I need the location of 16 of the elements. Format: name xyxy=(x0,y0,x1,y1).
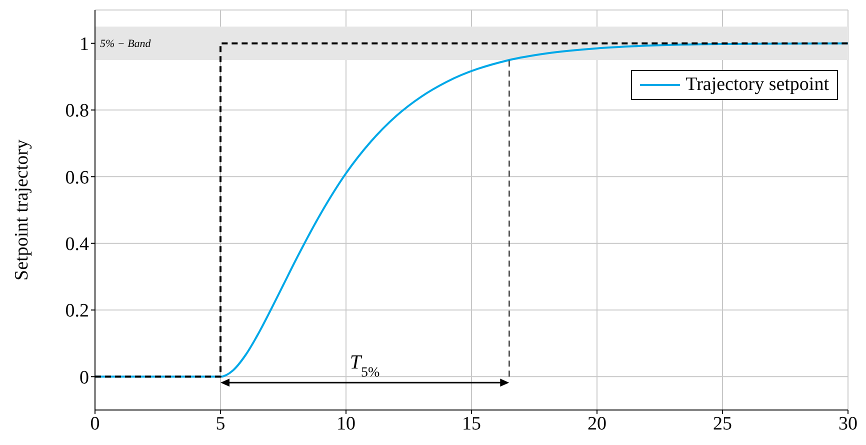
annotation: T$_{5%}$ xyxy=(350,352,380,380)
y-tick-label: 0.6 xyxy=(65,167,89,188)
y-tick-label: 0.2 xyxy=(65,300,89,322)
y-tick-label: 0.4 xyxy=(65,234,90,256)
y-tick-label: 0.8 xyxy=(65,100,89,122)
x-tick-label: 20 xyxy=(588,413,606,434)
band-label: 5% − Band xyxy=(100,38,152,50)
x-tick-label: 5 xyxy=(216,413,226,434)
legend-label: Trajectory setpoint xyxy=(686,74,829,96)
x-tick-label: 30 xyxy=(838,413,858,434)
y-tick-label: 1 xyxy=(80,34,89,56)
x-tick-label: 15 xyxy=(462,413,481,434)
x-tick-label: 25 xyxy=(713,413,732,434)
x-tick-label: 10 xyxy=(336,413,356,434)
y-tick-label: 0 xyxy=(80,367,89,388)
y-axis-title: Setpoint trajectory xyxy=(12,139,33,280)
